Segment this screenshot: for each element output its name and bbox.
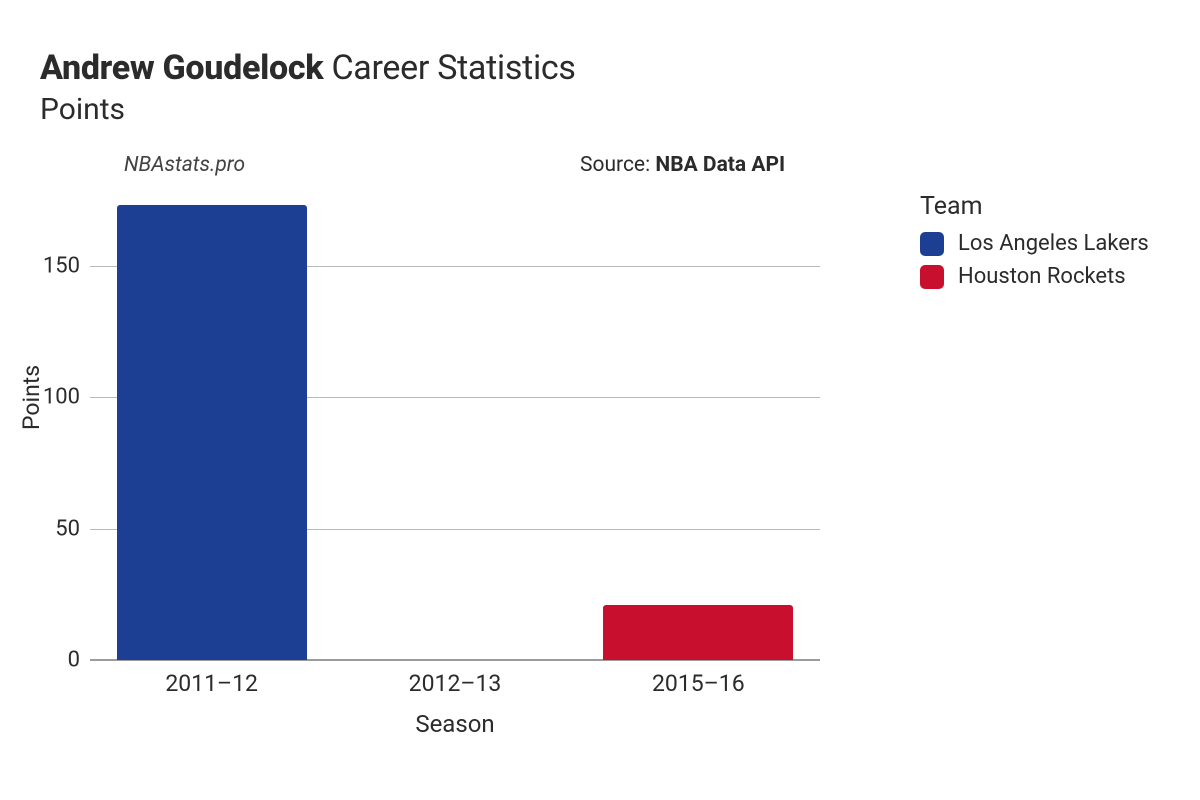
title-player-name: Andrew Goudelock xyxy=(40,48,323,88)
source-attribution: Source: NBA Data API xyxy=(580,153,785,177)
x-tick-label: 2012–13 xyxy=(409,670,502,697)
y-axis-label: Points xyxy=(18,365,45,430)
legend-item: Houston Rockets xyxy=(920,264,1149,289)
plot-area: 0501001502011–122012–132015–16 xyxy=(90,200,820,660)
chart-meta-row: NBAstats.pro Source: NBA Data API xyxy=(40,153,1160,179)
source-label: Source: xyxy=(580,153,655,177)
chart-title: Andrew Goudelock Career Statistics xyxy=(40,48,1160,88)
legend: Team Los Angeles Lakers Houston Rockets xyxy=(920,192,1149,297)
legend-title: Team xyxy=(920,192,1149,221)
bar xyxy=(603,605,793,660)
source-name: NBA Data API xyxy=(655,153,785,177)
site-attribution: NBAstats.pro xyxy=(124,153,245,177)
y-tick-label: 0 xyxy=(20,648,80,673)
x-tick-label: 2015–16 xyxy=(652,670,745,697)
chart-subtitle: Points xyxy=(40,92,1160,127)
title-rest: Career Statistics xyxy=(323,48,575,88)
legend-swatch xyxy=(920,265,944,289)
career-stats-chart: Andrew Goudelock Career Statistics Point… xyxy=(0,0,1200,800)
legend-item: Los Angeles Lakers xyxy=(920,231,1149,256)
legend-label: Los Angeles Lakers xyxy=(958,231,1149,256)
x-tick-label: 2011–12 xyxy=(165,670,258,697)
legend-swatch xyxy=(920,232,944,256)
x-axis-label: Season xyxy=(90,710,820,738)
bar xyxy=(117,205,307,660)
y-tick-label: 150 xyxy=(20,253,80,278)
y-tick-label: 50 xyxy=(20,516,80,541)
legend-label: Houston Rockets xyxy=(958,264,1126,289)
chart-title-block: Andrew Goudelock Career Statistics Point… xyxy=(40,48,1160,127)
